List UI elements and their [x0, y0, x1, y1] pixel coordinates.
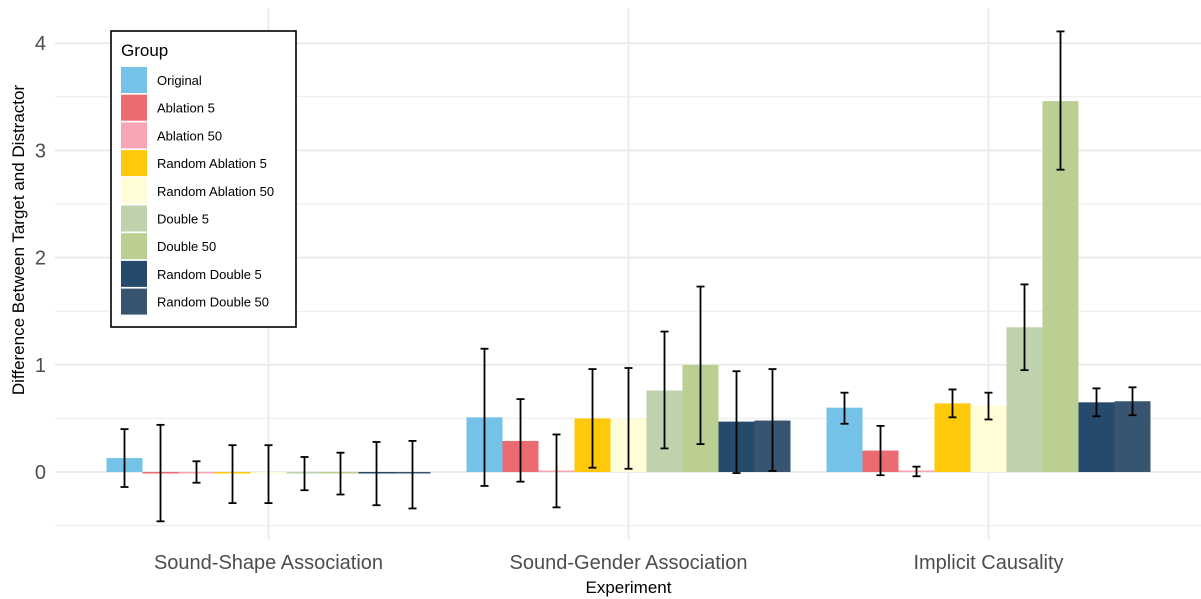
- error-bar: [156, 423, 165, 523]
- error-bar: [264, 444, 273, 504]
- error-bar: [516, 398, 525, 483]
- error-bar: [1128, 386, 1137, 417]
- error-bar: [192, 460, 201, 484]
- error-bar: [336, 451, 345, 496]
- error-bar: [768, 368, 777, 472]
- error-bar: [228, 444, 237, 504]
- error-bar: [120, 428, 129, 488]
- legend-label: Double 50: [157, 239, 216, 254]
- y-tick-label: 1: [35, 355, 46, 377]
- error-bar: [408, 440, 417, 510]
- legend-label: Original: [157, 73, 202, 88]
- x-category-label: Implicit Causality: [913, 552, 1063, 574]
- y-tick-label: 4: [35, 33, 46, 55]
- legend-swatch: [121, 233, 147, 260]
- legend-label: Random Double 50: [157, 295, 269, 310]
- error-bar: [372, 441, 381, 507]
- error-bar: [1056, 30, 1065, 171]
- legend-label: Random Double 5: [157, 267, 262, 282]
- error-bar: [732, 370, 741, 474]
- error-bar: [552, 433, 561, 509]
- y-tick-label: 0: [35, 462, 46, 484]
- legend-swatch: [121, 122, 147, 149]
- y-axis-title: Difference Between Target and Distractor: [9, 85, 28, 396]
- legend: Group Original Ablation 5 Ablation 50 Rando…: [110, 30, 297, 328]
- error-bars: [120, 30, 1137, 523]
- y-tick-label: 2: [35, 248, 46, 270]
- legend-label: Random Ablation 5: [157, 156, 267, 171]
- legend-swatch: [121, 67, 147, 93]
- y-tick-label: 3: [35, 140, 46, 162]
- x-category-label: Sound-Shape Association: [154, 552, 383, 574]
- error-bar: [300, 456, 309, 492]
- legend-swatch: [121, 150, 147, 177]
- legend-swatch: [121, 177, 147, 204]
- error-bar: [876, 425, 885, 477]
- legend-label: Random Ablation 50: [157, 184, 274, 199]
- error-bar: [1020, 283, 1029, 372]
- error-bar: [912, 465, 921, 478]
- legend-title: Group: [121, 41, 168, 60]
- legend-label: Ablation 50: [157, 128, 222, 143]
- legend-swatch: [121, 288, 147, 315]
- legend-swatch: [121, 94, 147, 121]
- error-bar: [840, 391, 849, 425]
- legend-swatch: [121, 205, 147, 232]
- error-bar: [1092, 387, 1101, 418]
- legend-label: Double 5: [157, 212, 209, 227]
- legend-label: Ablation 5: [157, 101, 215, 116]
- error-bar: [624, 367, 633, 470]
- error-bar: [984, 391, 993, 421]
- error-bar: [660, 330, 669, 450]
- x-axis-title: Experiment: [586, 578, 672, 597]
- error-bar: [948, 388, 957, 419]
- error-bar: [696, 285, 705, 446]
- x-category-labels: Sound-Shape Association Sound-Gender Asso…: [154, 552, 1064, 574]
- legend-swatch: [121, 260, 147, 287]
- error-bar: [480, 347, 489, 487]
- x-category-label: Sound-Gender Association: [510, 552, 748, 574]
- y-tick-labels: 0 1 2 3 4: [35, 33, 46, 484]
- error-bar: [588, 368, 597, 469]
- legend-items: Original Ablation 5 Ablation 50 Random Abla…: [121, 67, 274, 315]
